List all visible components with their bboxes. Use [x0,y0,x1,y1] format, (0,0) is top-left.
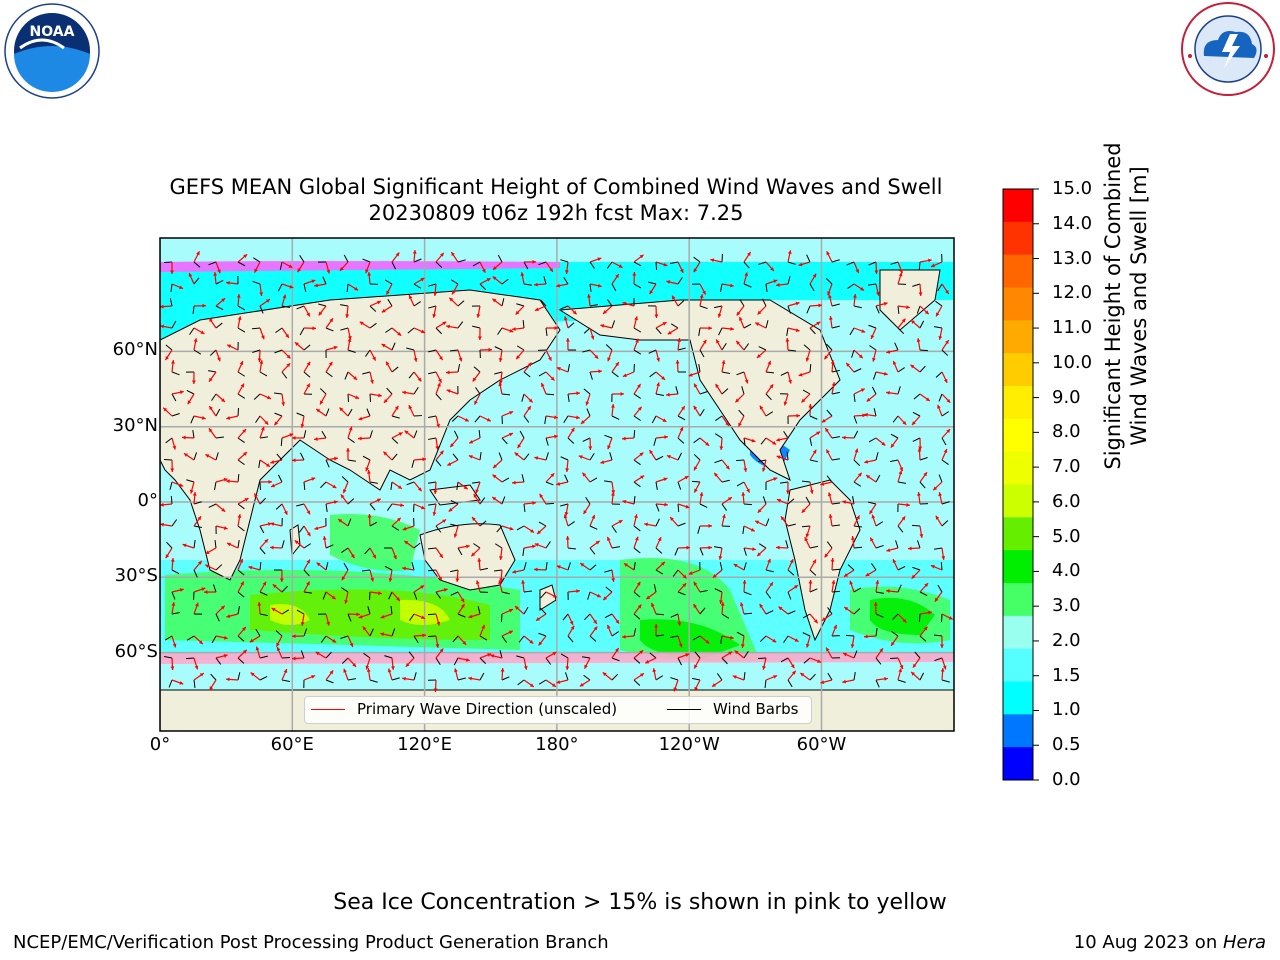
wind-barbs-swatch [667,708,701,710]
lat-label: 60°N [112,339,158,361]
lon-label: 60°W [796,734,847,755]
colorbar-segment [1003,254,1033,289]
colorbar-segment [1003,648,1033,683]
noaa-logo-text: NOAA [30,24,75,40]
colorbar-segment [1003,484,1033,518]
sea-ice-note: Sea Ice Concentration > 15% is shown in … [333,890,947,915]
colorbar-tick-label: 5.0 [1052,525,1081,547]
lat-label: 60°S [114,640,158,662]
wind-barbs [163,253,950,689]
colorbar-tick-label: 9.0 [1052,386,1081,408]
colorbar-tick-label: 1.0 [1052,699,1081,721]
lon-label: 180° [535,734,579,755]
colorbar-tick-label: 0.5 [1052,734,1081,756]
colorbar-tick-label: 7.0 [1052,456,1081,478]
run-date-text: 10 Aug 2023 on [1073,932,1223,953]
colorbar-title: Significant Height of Combined Wind Wave… [1100,126,1152,486]
colorbar-tick-label: 3.0 [1052,595,1081,617]
lat-label: 0° [137,490,158,511]
wave-direction-arrows [160,249,953,693]
map-legend: Primary Wave Direction (unscaled) Wind B… [304,696,812,724]
colorbar-segment [1003,451,1033,486]
map-frame [159,237,955,732]
legend-wave-direction-label: Primary Wave Direction (unscaled) [357,700,618,718]
colorbar-segment [1003,287,1033,321]
colorbar-segment [1003,583,1033,617]
colorbar-title-line1: Significant Height of Combined [1101,142,1125,470]
colorbar-tick-label: 11.0 [1052,317,1093,339]
colorbar-tick-label: 6.0 [1052,490,1081,512]
colorbar-tick-label: 0.0 [1052,769,1081,790]
colorbar-segment [1003,714,1033,748]
nws-logo [1181,2,1275,96]
colorbar-segment [1003,320,1033,354]
colorbar-tick-label: 12.0 [1052,282,1093,304]
branch-credit: NCEP/EMC/Verification Post Processing Pr… [13,932,609,953]
lon-label: 60°E [270,734,314,755]
colorbar-segment [1003,386,1033,420]
map-plot-area [160,238,954,731]
colorbar-tick-label: 14.0 [1052,212,1093,234]
lon-label: 0° [149,734,171,755]
noaa-logo: NOAA [4,3,100,99]
colorbar-segment [1003,221,1033,256]
colorbar-tick-label: 4.0 [1052,560,1081,582]
colorbar-segment [1003,353,1033,387]
colorbar-tick-label: 15.0 [1052,178,1093,199]
colorbar-tick-label: 8.0 [1052,421,1081,443]
lon-label: 120°W [658,734,720,755]
legend-item-wind-barbs: Wind Barbs [667,700,798,718]
colorbar [1002,188,1039,781]
run-date: 10 Aug 2023 on Hera [1074,932,1266,953]
colorbar-segment [1003,681,1033,715]
lat-label: 30°S [114,565,158,587]
colorbar-segment [1003,550,1033,584]
lat-label: 30°N [112,414,158,436]
colorbar-segment [1003,418,1033,453]
legend-item-wave-direction: Primary Wave Direction (unscaled) [311,700,617,718]
colorbar-segment [1003,517,1033,551]
colorbar-title-line2: Wind Waves and Swell [m] [1127,166,1151,446]
chart-subtitle: 20230809 t06z 192h fcst Max: 7.25 [368,201,744,225]
chart-title: GEFS MEAN Global Significant Height of C… [169,175,943,199]
colorbar-tick-label: 13.0 [1052,247,1093,269]
colorbar-tick-label: 1.5 [1052,664,1081,686]
legend-wind-barbs-label: Wind Barbs [713,700,799,718]
wave-direction-swatch [311,708,345,710]
colorbar-segment [1003,189,1033,223]
colorbar-tick-label: 2.0 [1052,629,1081,651]
run-machine: Hera [1222,932,1266,953]
colorbar-segment [1003,747,1033,781]
colorbar-segment [1003,615,1033,650]
lon-label: 120°E [397,734,452,755]
colorbar-tick-label: 10.0 [1052,351,1093,373]
